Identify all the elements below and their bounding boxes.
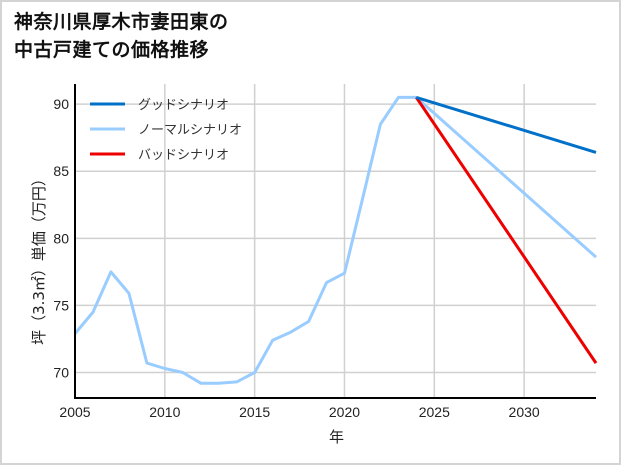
x-axis-ticks: 2005 2010 2015 2020 2025 2030 <box>59 404 539 420</box>
chart-title: 神奈川県厚木市妻田東の 中古戸建ての価格推移 <box>14 8 229 64</box>
y-tick-label: 70 <box>53 365 69 381</box>
series-normal-scenario <box>73 95 597 385</box>
y-tick-label: 80 <box>53 230 69 246</box>
series-good-scenario <box>415 95 597 154</box>
legend-label: ノーマルシナリオ <box>138 123 242 138</box>
axes <box>74 84 596 399</box>
legend-label: グッドシナリオ <box>138 98 229 113</box>
chart-title-line-1: 神奈川県厚木市妻田東の <box>14 11 229 33</box>
y-tick-label: 75 <box>53 297 69 313</box>
data-series <box>73 95 598 385</box>
x-tick-label: 2025 <box>419 404 450 420</box>
legend-label: バッドシナリオ <box>138 148 229 163</box>
grid-lines <box>74 84 596 398</box>
legend-item-bad: バッドシナリオ <box>90 148 229 163</box>
x-tick-label: 2005 <box>59 404 90 420</box>
chart-title-line-2: 中古戸建ての価格推移 <box>14 39 210 61</box>
y-tick-label: 90 <box>53 96 69 112</box>
x-axis-label: 年 <box>329 428 344 446</box>
x-tick-label: 2010 <box>149 404 180 420</box>
legend-item-good: グッドシナリオ <box>90 98 229 113</box>
y-tick-label: 85 <box>53 163 69 179</box>
legend-item-normal: ノーマルシナリオ <box>90 123 242 138</box>
series-bad-scenario <box>415 96 598 364</box>
y-axis-label: 坪（3.3㎡）単価（万円） <box>30 171 48 345</box>
y-axis-ticks: 70 75 80 85 90 <box>53 96 69 380</box>
x-tick-label: 2020 <box>329 404 360 420</box>
x-tick-label: 2030 <box>509 404 540 420</box>
x-tick-label: 2015 <box>239 404 270 420</box>
